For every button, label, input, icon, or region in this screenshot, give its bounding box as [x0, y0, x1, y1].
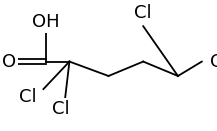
Text: Cl: Cl: [210, 53, 217, 71]
Text: O: O: [2, 53, 16, 71]
Text: Cl: Cl: [19, 88, 37, 106]
Text: Cl: Cl: [52, 100, 70, 118]
Text: OH: OH: [32, 13, 59, 31]
Text: Cl: Cl: [134, 4, 152, 22]
